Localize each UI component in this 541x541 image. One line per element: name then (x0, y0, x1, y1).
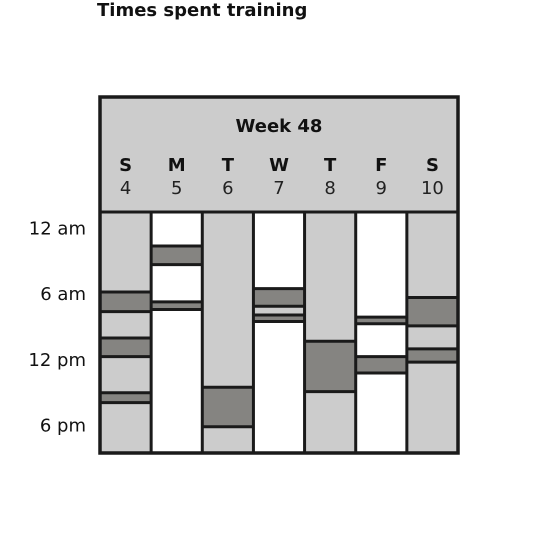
day-1-segment-4 (151, 309, 203, 453)
day-abbr: F (375, 155, 387, 176)
day-abbr: S (119, 155, 132, 176)
day-5-segment-0 (355, 212, 407, 318)
day-2-segment-0 (202, 212, 254, 388)
y-tick-label: 6 am (40, 284, 86, 305)
day-abbr: M (168, 155, 186, 176)
day-5-segment-4 (355, 373, 407, 453)
day-3-segment-1 (253, 288, 305, 307)
day-0-segment-0 (100, 212, 152, 292)
y-tick-label: 12 pm (28, 350, 86, 371)
day-6-segment-2 (406, 325, 458, 349)
day-abbr: W (269, 155, 289, 176)
day-6-segment-3 (406, 348, 458, 363)
day-0-segment-5 (100, 392, 152, 403)
day-number: 7 (273, 178, 284, 199)
day-1-segment-1 (151, 245, 203, 265)
day-abbr: T (222, 155, 235, 176)
day-1-segment-2 (151, 264, 203, 302)
week-label: Week 48 (236, 116, 323, 137)
day-abbr: S (426, 155, 439, 176)
day-3-segment-0 (253, 212, 305, 289)
day-0-segment-2 (100, 311, 152, 338)
day-4-segment-2 (304, 391, 356, 453)
day-number: 4 (120, 178, 131, 199)
day-5-segment-1 (355, 317, 407, 324)
day-4-segment-1 (304, 341, 356, 392)
day-2-segment-2 (202, 426, 254, 453)
day-3-segment-4 (253, 321, 305, 453)
chart-title: Times spent training (97, 0, 308, 21)
day-abbr: T (324, 155, 337, 176)
day-number: 9 (376, 178, 387, 199)
day-3-segment-2 (253, 306, 305, 315)
day-0-segment-6 (100, 402, 152, 453)
day-5-segment-2 (355, 323, 407, 357)
day-3-segment-3 (253, 314, 305, 322)
day-4-segment-0 (304, 212, 356, 342)
week-header (100, 97, 458, 212)
chart-frame (98, 95, 460, 455)
day-0-segment-4 (100, 356, 152, 393)
y-tick-label: 6 pm (40, 416, 86, 437)
day-number: 6 (222, 178, 233, 199)
day-number: 10 (421, 178, 444, 199)
y-tick-label: 12 am (29, 218, 86, 239)
day-2-segment-1 (202, 387, 254, 427)
day-5-segment-3 (355, 356, 407, 374)
day-1-segment-0 (151, 212, 203, 246)
day-0-segment-1 (100, 291, 152, 312)
day-number: 8 (324, 178, 335, 199)
day-0-segment-3 (100, 337, 152, 357)
day-1-segment-3 (151, 301, 203, 310)
day-number: 5 (171, 178, 182, 199)
day-6-segment-0 (406, 212, 458, 298)
day-6-segment-1 (406, 297, 458, 326)
day-6-segment-4 (406, 362, 458, 453)
